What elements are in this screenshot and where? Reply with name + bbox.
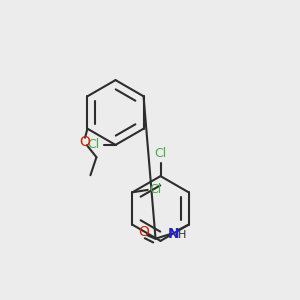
Text: H: H	[178, 230, 186, 240]
Text: Cl: Cl	[149, 183, 161, 196]
Text: Cl: Cl	[87, 138, 99, 152]
Text: O: O	[138, 225, 149, 239]
Text: O: O	[79, 135, 90, 149]
Text: N: N	[168, 227, 179, 241]
Text: Cl: Cl	[154, 147, 166, 160]
